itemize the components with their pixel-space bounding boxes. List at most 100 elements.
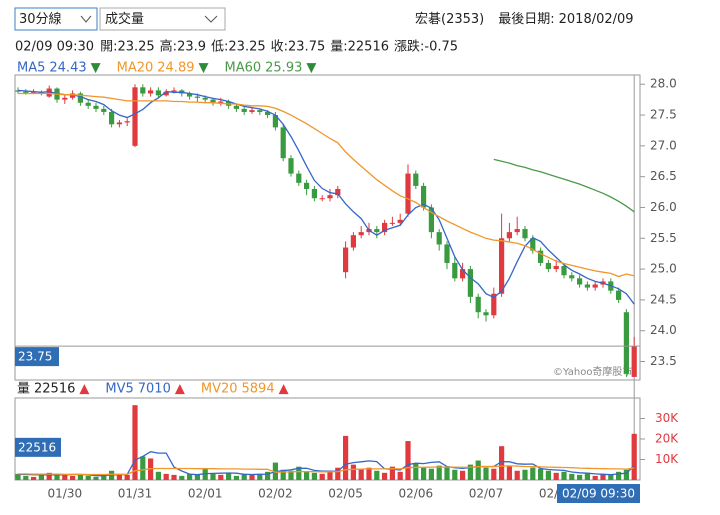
legend-arrow: ▼ (91, 61, 101, 76)
volume-bar (350, 464, 356, 480)
last-date-label: 最後日期: (498, 12, 554, 27)
legend-value: 24.89 (157, 61, 194, 76)
candle-body (296, 173, 302, 183)
last-date: 2018/02/09 (559, 12, 634, 27)
x-tick-label: 01/31 (118, 487, 153, 501)
y-tick-label: 27.5 (650, 108, 677, 122)
candle-body (514, 229, 520, 233)
legend-arrow: ▲ (279, 382, 289, 397)
period-text[interactable]: 30分線 (19, 11, 62, 27)
candle-body (483, 312, 489, 316)
candle-body (413, 173, 419, 186)
dropdown-chevron (204, 15, 218, 23)
candle-body (140, 87, 146, 94)
info-label: 開: (100, 40, 117, 55)
legend-name: MA5 (17, 61, 45, 76)
volume-bar (210, 473, 216, 480)
volume-bar (93, 476, 99, 480)
candle-body (46, 88, 52, 97)
y-tick-label: 26.0 (650, 200, 677, 214)
x-tick-label: 02/05 (328, 487, 363, 501)
candle-body (280, 127, 286, 159)
time-tooltip-label: 02/09 09:30 (562, 487, 635, 501)
y-tick-label: 30K (655, 411, 679, 425)
volume-bar (31, 476, 37, 480)
candle-body (506, 232, 512, 239)
stock-name: 宏碁(2353) (415, 12, 484, 27)
volume-bar (538, 468, 544, 480)
volume-panel (14, 397, 641, 481)
volume-bar (499, 446, 505, 480)
info-label: 收: (271, 40, 288, 55)
candle-body (499, 238, 505, 294)
volume-bar (304, 471, 310, 480)
volume-bar (70, 475, 76, 480)
info-close: 23.75 (288, 40, 325, 55)
volume-bar (421, 467, 427, 480)
indicator-text[interactable]: 成交量 (105, 11, 144, 27)
candle-body (249, 110, 255, 112)
info-time: 02/09 09:30 (15, 40, 94, 55)
volume-bar (600, 473, 606, 480)
volume-bar (608, 474, 614, 480)
volume-bar (319, 473, 325, 480)
candle-body (460, 269, 466, 279)
candle-body (444, 244, 450, 263)
ma-line (18, 92, 635, 278)
candle-body (592, 284, 598, 288)
volume-bar (46, 472, 52, 480)
info-open: 23.25 (117, 40, 154, 55)
volume-bar (358, 468, 364, 480)
candle-body (350, 235, 356, 248)
period-dropdown[interactable] (14, 7, 98, 31)
volume-bar (265, 471, 271, 480)
candle-body (577, 278, 583, 285)
ma-line (18, 465, 635, 476)
candle-body (374, 229, 380, 233)
candle-body (343, 247, 349, 273)
candle-body (257, 110, 263, 112)
volume-bar (140, 456, 146, 480)
volume-bar (530, 467, 536, 480)
volume-bar (327, 470, 333, 480)
legend-arrow: ▲ (175, 382, 185, 397)
candle-body (358, 232, 364, 236)
volume-bar (124, 474, 130, 480)
candle-body (522, 229, 528, 239)
price-marker (15, 347, 59, 367)
indicator-dropdown[interactable] (99, 7, 226, 31)
candle-body (545, 262, 551, 270)
volume-bar (54, 473, 60, 480)
candle-body (124, 121, 130, 123)
volume-bar (452, 469, 458, 480)
candle-body (85, 102, 91, 106)
candle-body (335, 188, 341, 196)
volume-bar (460, 470, 466, 480)
legend-name: MV20 (201, 382, 238, 397)
volume-bar (241, 473, 247, 480)
info-label: 低: (211, 40, 228, 55)
candle-body (93, 105, 99, 109)
y-tick-label: 10K (655, 452, 679, 466)
info-volume: 22516 (348, 40, 389, 55)
candle-body (491, 293, 497, 316)
candle-body (187, 93, 193, 97)
candle-body (428, 207, 434, 233)
candle-body (530, 238, 536, 251)
volume-bar (553, 472, 559, 480)
volume-bar (62, 474, 68, 480)
y-tick-label: 25.0 (650, 262, 677, 276)
volume-bar (343, 435, 349, 480)
volume-bar (483, 467, 489, 480)
candle-body (218, 101, 224, 103)
candle-body (77, 93, 83, 103)
y-tick-label: 24.0 (650, 323, 677, 337)
candle-body (70, 93, 76, 98)
info-label: 高: (160, 39, 177, 55)
volume-bar (77, 474, 83, 480)
legend-name: 量 (17, 382, 30, 397)
legend-arrow: ▼ (198, 61, 208, 76)
candle-body (389, 222, 395, 224)
candle-body (561, 266, 567, 276)
